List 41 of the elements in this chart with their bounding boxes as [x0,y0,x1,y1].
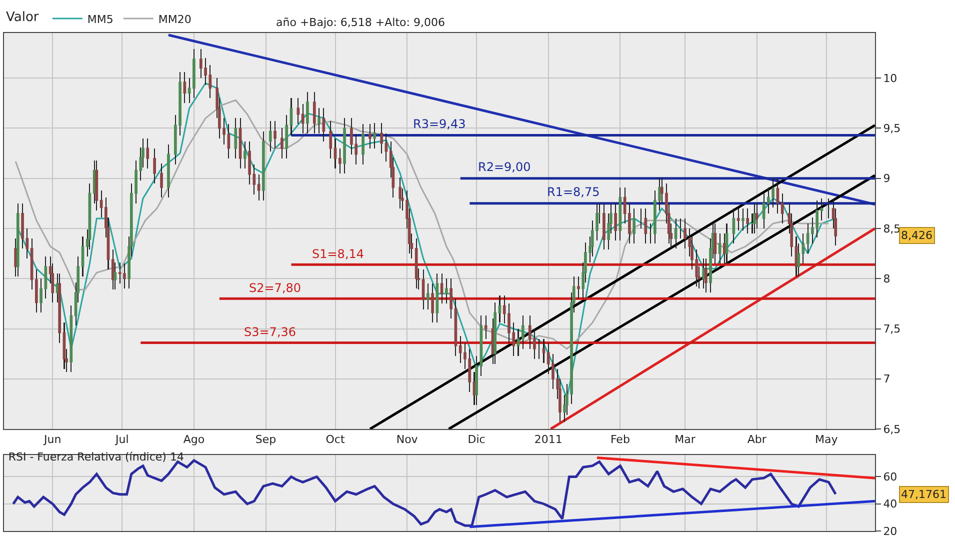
x-tick-label: Sep [255,433,276,446]
y-tick-label: 7,5 [883,322,901,336]
x-tick-label: May [814,433,838,446]
candlestick [516,328,520,356]
y-tick-label: 9 [883,172,890,186]
y-tick-label: 20 [883,524,898,538]
text: 8,426 [901,229,932,242]
y-tick-label: 40 [883,498,898,511]
annotation: R2=9,00 [478,160,531,174]
annotation: R1=8,75 [547,185,600,199]
y-tick-label: 7 [883,372,890,386]
candlestick [542,338,546,363]
x-tick-label: Jul [114,433,129,446]
annotation: S3=7,36 [244,325,296,339]
y-tick-label: 60 [883,470,898,484]
annotation: S2=7,80 [249,281,302,295]
text: 47,1761 [901,488,946,501]
legend-label: MM20 [158,12,192,26]
x-tick-label: 2011 [534,433,562,446]
annotation: R3=9,43 [413,117,466,131]
x-tick-label: Mar [674,433,696,446]
x-tick-label: Jun [43,433,62,446]
text: año +Bajo: 6,518 +Alto: 9,006 [276,16,445,29]
line-series [14,99,830,350]
y-tick-label: 9,5 [883,122,901,136]
candlestick [498,296,502,323]
legend-title: Valor [6,10,40,25]
y-tick-label: 6,5 [883,422,901,436]
legend-label: MM5 [87,12,114,26]
x-tick-label: Ago [183,433,205,446]
x-tick-label: Nov [396,433,418,446]
x-tick-label: Abr [747,433,767,446]
x-tick-label: Oct [326,433,346,446]
candlestick [334,138,337,168]
x-tick-label: Feb [610,433,630,446]
annotation: S1=8,14 [312,247,364,261]
chart-title: RSI - Fuerza Relativa (índice) 14 [8,450,184,464]
x-tick-label: Dic [468,433,486,446]
y-tick-label: 8 [883,272,890,286]
y-tick-label: 8,5 [883,222,901,236]
y-tick-label: 10 [883,72,898,85]
